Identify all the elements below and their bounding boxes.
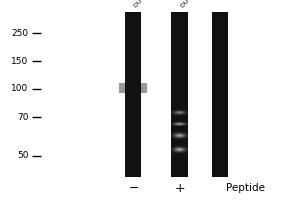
Text: 250: 250 [11,28,28,38]
Text: 100: 100 [11,84,28,93]
Text: DU 145: DU 145 [180,0,200,9]
Bar [125,13,142,177]
Bar [212,13,229,177]
Text: 50: 50 [17,152,28,160]
Text: DU 145: DU 145 [134,0,153,9]
Text: 150: 150 [11,56,28,66]
Bar [172,13,188,177]
Text: Peptide: Peptide [226,183,266,193]
Text: +: + [175,182,185,194]
Text: 70: 70 [17,112,28,121]
Text: −: − [128,182,139,194]
